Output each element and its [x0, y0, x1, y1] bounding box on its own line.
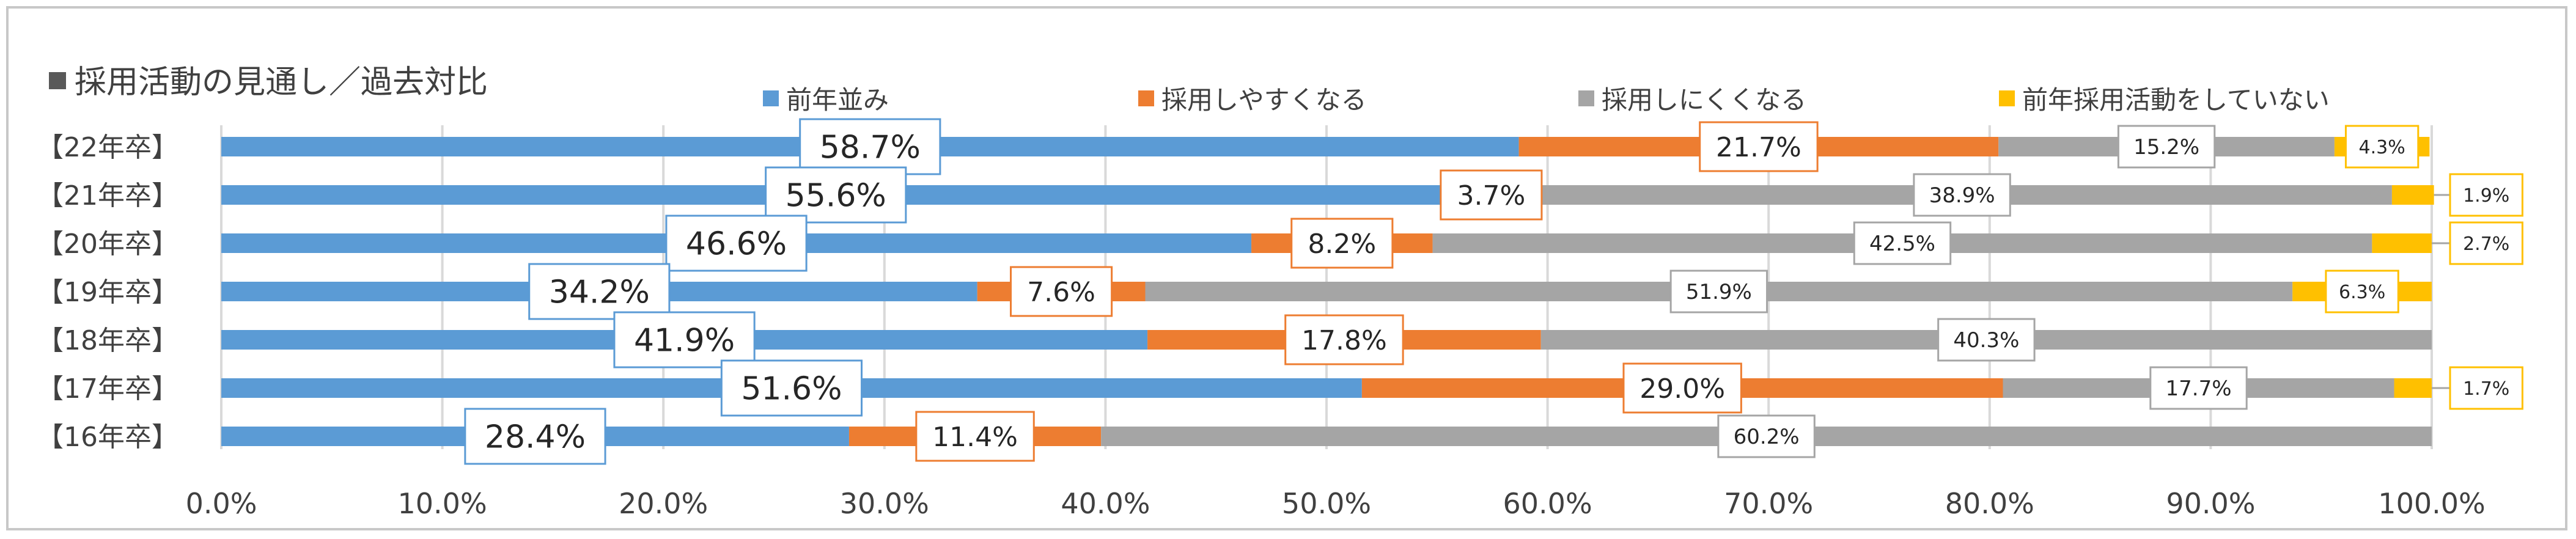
data-label: 1.7% — [2463, 378, 2509, 400]
data-label: 15.2% — [2133, 135, 2199, 160]
data-label: 38.9% — [1929, 183, 1995, 208]
data-label-box — [1913, 173, 2011, 217]
category-label: 【16年卒】 — [37, 422, 178, 453]
data-label-box — [1853, 221, 1952, 265]
x-tick-label: 10.0% — [398, 487, 487, 520]
data-label: 1.9% — [2463, 185, 2509, 207]
legend-item-prior-year: 前年並み — [763, 79, 889, 117]
legend-item-not-done: 前年採用活動をしていない — [1999, 79, 2330, 117]
data-label: 46.6% — [686, 226, 787, 263]
data-label: 51.6% — [741, 371, 842, 408]
data-label: 40.3% — [1953, 328, 2019, 353]
chart-title-text: 採用活動の見通し／過去対比 — [75, 64, 488, 101]
data-label: 51.9% — [1686, 280, 1752, 304]
data-label: 2.7% — [2463, 233, 2509, 255]
bar-segment — [2372, 233, 2432, 253]
data-label: 11.4% — [932, 422, 1018, 453]
data-label: 17.8% — [1301, 325, 1387, 356]
data-label-box — [915, 411, 1035, 462]
data-label-box — [2449, 221, 2523, 265]
data-label-box — [464, 408, 606, 465]
chart-frame — [6, 6, 2567, 530]
data-label: 17.7% — [2166, 376, 2232, 401]
category-label: 【21年卒】 — [37, 180, 178, 211]
data-label-box — [2449, 173, 2523, 217]
category-label: 【18年卒】 — [37, 325, 178, 356]
data-label-box — [2325, 270, 2399, 314]
bar-segment — [2394, 378, 2432, 398]
chart-title: 採用活動の見通し／過去対比 — [49, 56, 488, 102]
data-label-box — [2449, 366, 2523, 410]
data-label-box — [2344, 125, 2420, 169]
data-label: 29.0% — [1639, 373, 1725, 405]
data-label-box — [528, 263, 671, 320]
x-tick-label: 20.0% — [619, 487, 708, 520]
data-label-box — [1010, 266, 1113, 317]
data-label: 6.3% — [2339, 282, 2385, 303]
data-label-box — [1669, 270, 1768, 314]
legend-item-harder: 採用しにくくなる — [1578, 79, 1806, 117]
data-label-box — [1622, 362, 1742, 414]
data-label: 55.6% — [786, 178, 886, 215]
x-tick-label: 50.0% — [1282, 487, 1371, 520]
bar-segment — [2391, 185, 2434, 205]
data-label: 60.2% — [1734, 425, 1800, 449]
x-tick-label: 0.0% — [186, 487, 257, 520]
data-label-box — [2117, 125, 2216, 169]
data-label: 4.3% — [2359, 137, 2405, 158]
data-label-box — [720, 359, 863, 417]
legend-label-prior-year: 前年並み — [786, 85, 889, 115]
x-tick-label: 100.0% — [2378, 487, 2485, 520]
x-tick-label: 30.0% — [840, 487, 929, 520]
legend-swatch-harder — [1578, 90, 1594, 106]
legend-label-harder: 採用しにくくなる — [1602, 85, 1807, 115]
x-tick-label: 70.0% — [1724, 487, 1813, 520]
data-label-box — [799, 118, 941, 175]
data-label-box — [1937, 318, 2036, 362]
category-label: 【22年卒】 — [37, 132, 178, 163]
data-label: 58.7% — [820, 130, 921, 166]
category-label: 【19年卒】 — [37, 277, 178, 308]
legend-item-easier: 採用しやすくなる — [1138, 79, 1367, 117]
data-label: 8.2% — [1308, 229, 1376, 260]
data-label: 34.2% — [549, 274, 650, 311]
data-label-box — [765, 166, 907, 224]
data-label-box — [1717, 414, 1816, 458]
data-label-box — [1699, 121, 1819, 172]
legend-swatch-easier — [1138, 90, 1154, 106]
data-label-box — [665, 215, 808, 272]
data-label-box — [1440, 169, 1543, 221]
data-label: 42.5% — [1869, 232, 1935, 256]
legend-label-not-done: 前年採用活動をしていない — [2022, 85, 2330, 115]
x-tick-label: 40.0% — [1061, 487, 1150, 520]
data-label-box — [2149, 366, 2248, 410]
data-label: 21.7% — [1716, 132, 1801, 163]
title-square-icon — [49, 72, 66, 89]
category-label: 【20年卒】 — [37, 229, 178, 260]
data-label: 41.9% — [634, 323, 735, 359]
data-label: 3.7% — [1457, 180, 1525, 211]
x-tick-label: 80.0% — [1945, 487, 2034, 520]
data-label: 7.6% — [1027, 277, 1095, 308]
data-label: 28.4% — [485, 419, 586, 456]
x-tick-label: 90.0% — [2166, 487, 2255, 520]
legend: 前年並み 採用しやすくなる 採用しにくくなる 前年採用活動をしていない — [0, 79, 2576, 116]
data-label-box — [613, 311, 756, 369]
data-label-box — [1290, 218, 1394, 269]
category-label: 【17年卒】 — [37, 373, 178, 405]
legend-swatch-not-done — [1999, 90, 2015, 106]
legend-label-easier: 採用しやすくなる — [1161, 85, 1367, 115]
legend-swatch-prior-year — [763, 90, 779, 106]
data-label-box — [1284, 314, 1404, 365]
x-tick-label: 60.0% — [1503, 487, 1592, 520]
